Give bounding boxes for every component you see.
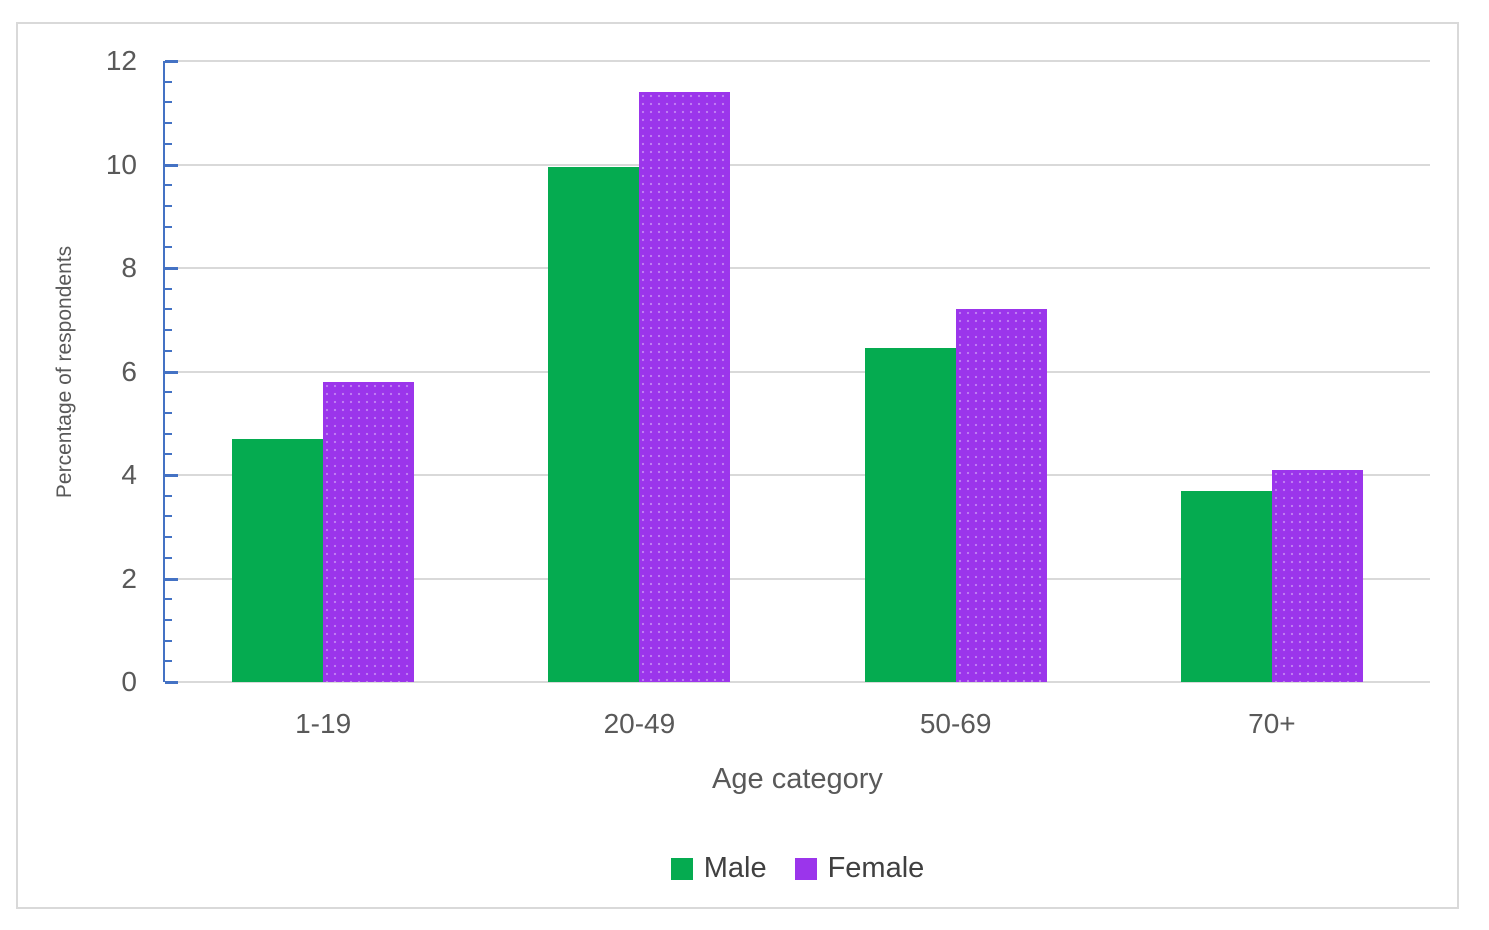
y-tick-label-4: 4: [121, 459, 137, 490]
x-tick-label-20-49: 20-49: [603, 708, 676, 739]
minor-tick-y-8.8: [165, 225, 172, 228]
gridline-y-0: [165, 681, 1430, 683]
y-tick-label-0: 0: [121, 666, 137, 697]
legend: Male Female: [165, 852, 1430, 885]
gridline-y-10: [165, 163, 1430, 166]
bar-male-50-69: [864, 348, 956, 682]
minor-tick-y-4.4: [165, 453, 172, 456]
y-axis-title: Percentage of respondents: [53, 245, 76, 499]
major-tick-y-8: [165, 267, 178, 270]
y-tick-label-2: 2: [121, 562, 137, 594]
bar-male-20-49: [548, 167, 640, 682]
legend-item-female: Female: [794, 852, 925, 885]
gridline-y-6: [165, 370, 1430, 373]
minor-tick-y-2.4: [165, 556, 172, 559]
legend-swatch-male: [670, 857, 693, 880]
minor-tick-y-5.2: [165, 411, 172, 414]
bar-female-70+: [1271, 469, 1363, 682]
legend-item-male: Male: [670, 852, 767, 885]
y-tick-label-8: 8: [121, 252, 137, 283]
bar-female-1-19: [323, 381, 415, 682]
minor-tick-y-9.6: [165, 184, 172, 187]
major-tick-y-4: [165, 474, 178, 477]
y-tick-label-6: 6: [121, 355, 137, 387]
gridline-y-4: [165, 474, 1430, 476]
minor-tick-y-1.6: [165, 598, 172, 601]
legend-label-male: Male: [703, 852, 767, 884]
minor-tick-y-7.6: [165, 287, 172, 290]
minor-tick-y-9.2: [165, 204, 172, 207]
y-tick-label-10: 10: [105, 148, 137, 180]
major-tick-y-0: [165, 681, 178, 684]
minor-tick-y-11.2: [165, 101, 172, 104]
chart-border: [16, 22, 1459, 909]
x-axis-title: Age category: [712, 763, 883, 795]
minor-tick-y-2.8: [165, 536, 172, 539]
minor-tick-y-3.6: [165, 494, 172, 497]
legend-swatch-female: [794, 857, 817, 880]
bar-male-1-19: [232, 438, 324, 682]
minor-tick-y-6.8: [165, 329, 172, 332]
minor-tick-y-3.2: [165, 515, 172, 518]
minor-tick-y-0.8: [165, 639, 172, 642]
minor-tick-y-4.8: [165, 432, 172, 435]
minor-tick-y-1.2: [165, 618, 172, 621]
minor-tick-y-7.2: [165, 308, 172, 311]
gridline-y-8: [165, 267, 1430, 269]
major-tick-y-6: [165, 370, 178, 374]
minor-tick-y-10.8: [165, 122, 172, 125]
y-tick-label-12: 12: [105, 45, 137, 76]
bar-female-20-49: [639, 92, 731, 682]
minor-tick-y-0.4: [165, 660, 172, 663]
major-tick-y-2: [165, 577, 178, 581]
y-axis-line: [163, 61, 165, 682]
minor-tick-y-5.6: [165, 391, 172, 394]
gridline-y-2: [165, 577, 1430, 580]
legend-label-female: Female: [827, 852, 925, 884]
minor-tick-y-8.4: [165, 246, 172, 249]
minor-tick-y-11.6: [165, 80, 172, 83]
x-tick-label-70+: 70+: [1248, 708, 1296, 739]
x-tick-label-50-69: 50-69: [919, 708, 992, 739]
bar-female-50-69: [955, 309, 1047, 682]
x-tick-label-1-19: 1-19: [295, 708, 352, 739]
minor-tick-y-10.4: [165, 142, 172, 145]
major-tick-y-10: [165, 163, 178, 167]
bar-male-70+: [1180, 490, 1272, 682]
minor-tick-y-6.4: [165, 349, 172, 352]
major-tick-y-12: [165, 60, 178, 63]
gridline-y-12: [165, 60, 1430, 62]
